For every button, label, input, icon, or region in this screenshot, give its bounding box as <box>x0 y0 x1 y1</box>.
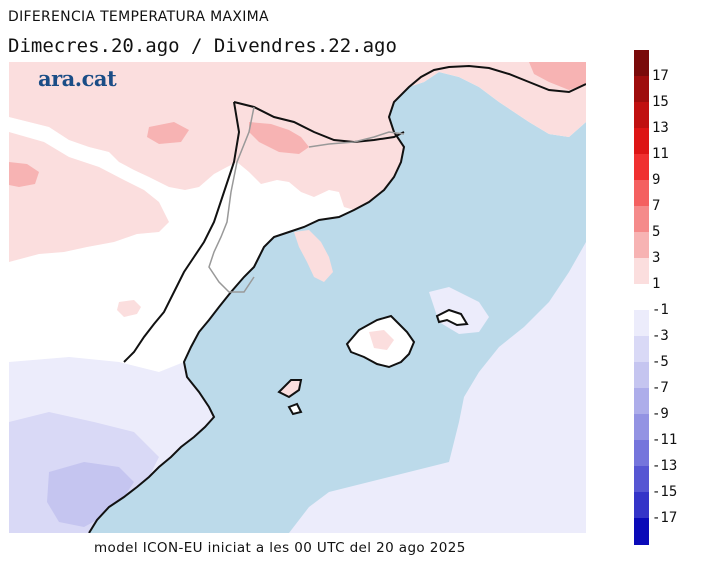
warm-region-north-inner <box>249 122 309 154</box>
warm-region-north-inner-2 <box>147 122 189 144</box>
color-scale-tick-label: -5 <box>652 354 669 370</box>
island-menorca <box>435 308 469 327</box>
island-formentera <box>287 402 303 416</box>
color-scale-segment <box>634 154 649 181</box>
color-scale-segment <box>634 310 649 337</box>
ara-cat-logo: ara.cat <box>38 66 117 91</box>
island-mallorca-warm <box>369 330 394 350</box>
color-scale-segment <box>634 466 649 493</box>
color-scale-tick-label: -17 <box>652 510 678 526</box>
warm-region-interior <box>117 300 141 317</box>
catalonia-border <box>208 106 255 293</box>
color-scale-tick-label: 17 <box>652 68 669 84</box>
color-scale-tick-label: -7 <box>652 380 669 396</box>
date-range-subtitle: Dimecres.20.ago / Divendres.22.ago <box>8 35 397 57</box>
warm-region-west-inner <box>9 162 39 187</box>
color-scale-segment <box>634 336 649 363</box>
cool-region-sea-east <box>289 242 586 533</box>
color-scale-tick-label: 11 <box>652 146 669 162</box>
color-scale-tick-label: 15 <box>652 94 669 110</box>
color-scale-segment <box>634 180 649 207</box>
color-scale-segment <box>634 258 649 285</box>
color-scale-tick-label: -3 <box>652 328 669 344</box>
color-scale-bar <box>634 50 649 545</box>
aragon-border <box>123 101 241 363</box>
color-scale-segment <box>634 284 649 311</box>
temperature-difference-map <box>9 62 586 533</box>
color-scale-segment <box>634 414 649 441</box>
warm-region-coast <box>294 230 333 282</box>
chart-title: DIFERENCIA TEMPERATURA MAXIMA <box>8 9 269 25</box>
regional-border <box>308 131 405 148</box>
island-ibiza <box>277 379 303 399</box>
color-scale-segment <box>634 206 649 233</box>
color-scale-tick-label: 1 <box>652 276 661 292</box>
color-scale-tick-label: 3 <box>652 250 661 266</box>
color-scale-segment <box>634 388 649 415</box>
warm-region-west <box>9 132 169 262</box>
color-scale-segment <box>634 76 649 103</box>
color-scale-tick-label: -9 <box>652 406 669 422</box>
color-scale-segment <box>634 518 649 545</box>
color-scale-segment <box>634 50 649 77</box>
warm-region-france <box>529 62 586 90</box>
cool-region-southwest-3 <box>47 462 134 527</box>
color-scale-tick-label: -15 <box>652 484 678 500</box>
coastline <box>88 64 586 533</box>
model-run-footer: model ICON-EU iniciat a les 00 UTC del 2… <box>94 540 466 556</box>
color-scale-segment <box>634 362 649 389</box>
color-scale-segment <box>634 232 649 259</box>
cool-region-sea-north <box>429 287 489 334</box>
color-scale-tick-label: 9 <box>652 172 661 188</box>
color-scale-segment <box>634 440 649 467</box>
color-scale-tick-label: 13 <box>652 120 669 136</box>
color-scale-segment <box>634 102 649 129</box>
color-scale-tick-label: 7 <box>652 198 661 214</box>
pyrenees-border <box>233 101 405 144</box>
color-scale-tick-label: -1 <box>652 302 669 318</box>
color-scale-tick-label: -11 <box>652 432 678 448</box>
color-scale-tick-label: 5 <box>652 224 661 240</box>
color-scale-segment <box>634 128 649 155</box>
color-scale-tick-label: -13 <box>652 458 678 474</box>
color-scale-segment <box>634 492 649 519</box>
